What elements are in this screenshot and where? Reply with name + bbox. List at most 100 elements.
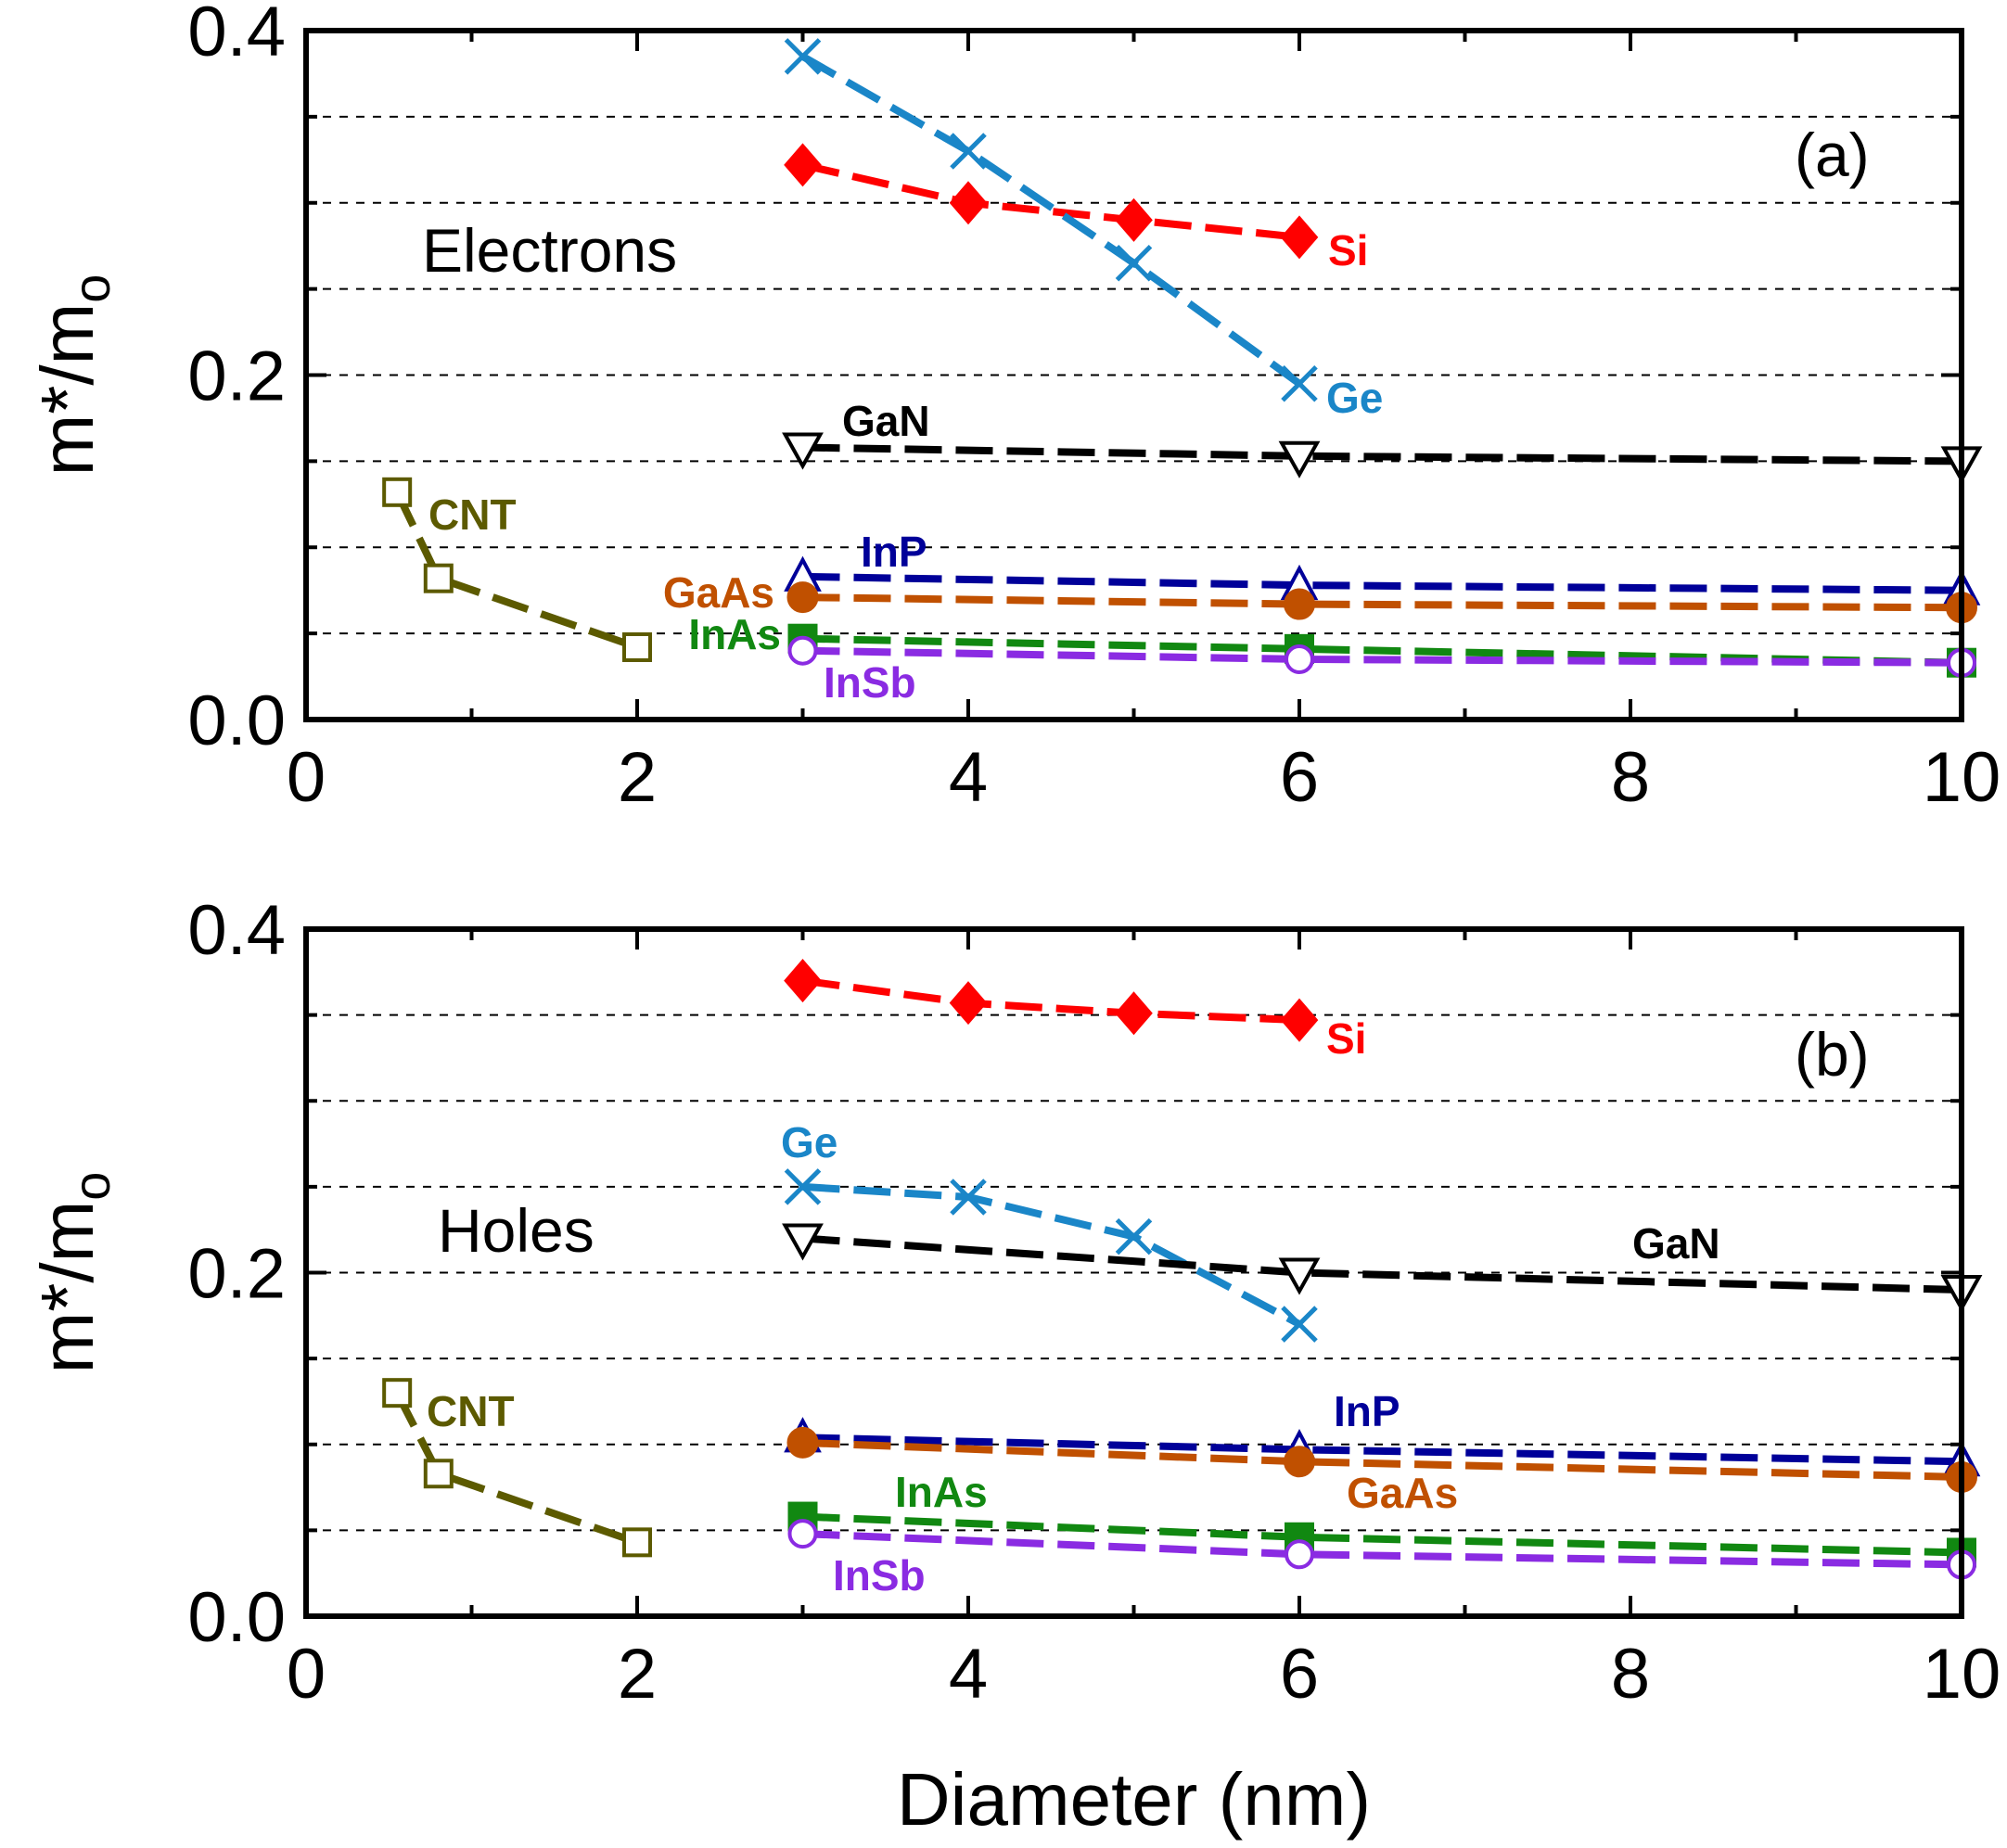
data-point [950,133,987,170]
data-point [1284,1446,1315,1478]
series-line [802,1438,1962,1481]
series-label: InAs [895,1468,988,1516]
series-cnt: CNT [382,1378,652,1558]
y-axis-title: m*/mo [26,274,121,477]
x-tick-label: 0 [287,738,326,817]
x-tick-label: 2 [618,738,657,817]
series-line [800,53,1302,388]
series-cnt: CNT [382,477,652,662]
series-label: GaN [1632,1219,1720,1268]
x-tick-label: 8 [1611,738,1650,817]
y-tick-label: 0.2 [187,1235,286,1314]
x-axis-title: Diameter (nm) [897,1758,1371,1841]
series-line [802,646,1962,667]
data-point [787,1519,818,1549]
x-tick-label: 6 [1280,738,1319,817]
data-point [784,143,822,187]
series-label: InSb [833,1551,926,1599]
data-point [1278,1257,1321,1295]
data-point [382,1378,413,1408]
data-point [949,181,988,225]
carrier-annotation: Electrons [422,216,677,285]
panel-b: 0 2 4 6 8 10 0.0 0.2 0.4 m*/mo Diameter (nm) Si Ge Ga… [26,891,2001,1841]
x-tick-label: 10 [1923,738,2001,817]
data-point [1285,644,1314,674]
y-tick-label: 0.4 [187,0,286,71]
y-tick-label: 0.4 [187,891,286,970]
series-label: CNT [427,1387,515,1435]
data-point [622,631,652,662]
series-line [802,1434,1962,1466]
x-tick-label: 4 [949,1635,988,1714]
data-point [784,1168,822,1205]
data-point [1280,998,1319,1042]
series-line [393,1391,639,1547]
plot-frame [303,28,1964,722]
y-tick-label: 0.2 [187,338,286,416]
series-line [802,1234,1962,1294]
series-gaas: GaAs [663,568,1977,624]
series-gan: GaN [782,1219,1983,1313]
series-label: GaN [842,397,930,445]
data-point [1278,440,1321,478]
x-tick-label: 0 [287,1635,326,1714]
data-point [1284,588,1315,620]
series-label: GaAs [1347,1469,1458,1517]
data-point [1115,991,1153,1036]
data-point [782,1223,824,1261]
data-point [1115,198,1153,242]
data-point [423,1459,454,1489]
panel-label: (b) [1795,1020,1870,1089]
x-tick-label: 8 [1611,1635,1650,1714]
series-line [393,491,639,651]
x-tick-label: 10 [1923,1635,2001,1714]
data-point [622,1527,652,1558]
data-point [784,38,822,75]
gridlines-a [306,115,1962,635]
data-point [1285,1539,1314,1570]
series-si: Si [784,143,1368,274]
data-point [1115,1217,1153,1255]
data-point [784,959,822,1003]
series-label: InP [1334,1387,1400,1435]
y-tick-label: 0.0 [187,682,286,760]
series-label: GaAs [663,568,774,617]
series-si: Si [784,959,1366,1063]
series-label: InAs [688,610,781,658]
x-tick-label: 4 [949,738,988,817]
panel-label: (a) [1795,121,1870,189]
series-line [802,1512,1962,1557]
data-point [949,981,988,1026]
series-line [801,160,1300,241]
series-label: InSb [824,658,916,707]
series-gaas: GaAs [786,1426,1977,1517]
series-line [802,1530,1962,1569]
series-line [802,572,1962,594]
data-point [382,477,413,507]
y-axis-title: m*/mo [26,1172,121,1374]
x-tick-label: 6 [1280,1635,1319,1714]
series-line [801,976,1300,1025]
data-point [782,432,824,470]
data-point [1281,365,1318,402]
series-label: Si [1326,1014,1366,1063]
data-point [786,1426,819,1459]
series-line [802,1182,1301,1328]
series-line [802,443,1962,465]
series-label: CNT [428,491,517,539]
series-label: Si [1328,226,1368,274]
data-point [950,1179,987,1216]
series-label: Ge [781,1118,837,1166]
series-ge: Ge [784,38,1383,422]
x-tick-label: 2 [618,1635,657,1714]
data-point [786,581,819,614]
y-tick-label: 0.0 [187,1578,286,1657]
carrier-annotation: Holes [438,1196,594,1265]
data-point [1280,215,1319,260]
series-inp: InP [784,528,1981,605]
series-label: InP [861,528,927,576]
series-insb: InSb [787,635,1976,707]
series-gan: GaN [782,397,1983,484]
